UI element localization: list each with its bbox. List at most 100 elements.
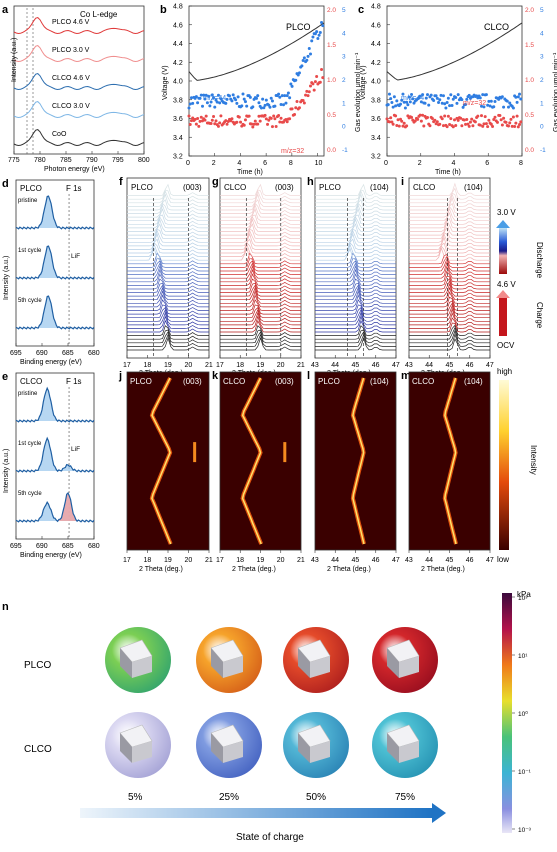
right-tick-label: 1: [540, 100, 544, 107]
o2-point: [476, 114, 480, 118]
co2-point: [467, 93, 471, 97]
xrd-pattern: [127, 223, 209, 236]
panel-letter: f: [119, 176, 123, 188]
x-tick-label: 785: [60, 157, 72, 164]
xrd-pattern: [315, 325, 396, 336]
xrd-pattern: [127, 216, 209, 229]
xrd-pattern: [220, 273, 301, 286]
co2-point: [199, 93, 203, 97]
xrd-pattern: [315, 202, 396, 214]
cutaway-face: [298, 733, 310, 763]
o2-point: [274, 125, 278, 129]
o2-point: [237, 115, 241, 119]
xrd-pattern: [315, 333, 396, 347]
xrd-pattern: [127, 202, 209, 214]
xrd-pattern: [220, 290, 301, 304]
co2-label: m/z=44: [401, 95, 424, 102]
co2-point: [449, 93, 453, 97]
o2-point: [430, 116, 434, 120]
o2-point: [212, 114, 216, 118]
o2-point: [507, 124, 510, 128]
xrd-pattern: [127, 257, 209, 268]
co2-point: [261, 97, 265, 101]
peak-label: (003): [183, 183, 202, 192]
co2-point: [315, 30, 319, 34]
soc-labels: 5% 25% 50% 75%: [128, 792, 415, 803]
xrd-pattern: [315, 199, 396, 211]
heatmap-secondary-peak: [283, 442, 287, 463]
co2-point: [296, 73, 300, 77]
co2-point: [418, 94, 422, 98]
panel-letter: j: [118, 370, 122, 382]
xrd-pattern: [409, 276, 490, 286]
o2-point: [290, 107, 294, 111]
y-tick-label: 4.0: [173, 79, 183, 86]
xrd-pattern: [127, 238, 209, 250]
x-axis-label: Binding energy (eV): [20, 552, 82, 559]
xrd-pattern: [220, 193, 301, 207]
co2-point: [255, 96, 258, 100]
co2-point: [507, 105, 510, 109]
xrd-pattern: [315, 290, 396, 304]
o2-point: [294, 106, 298, 110]
peak-label: (104): [370, 183, 389, 192]
x-tick-label: 44: [425, 362, 433, 369]
o2-point: [210, 118, 214, 122]
right-tick-label: 0.0: [327, 147, 336, 154]
xps-trace: [15, 195, 95, 230]
xrd-pattern: [315, 228, 396, 240]
co2-point: [441, 94, 445, 98]
colorbar-tick-label: 10⁻¹: [518, 769, 532, 776]
co2-point: [309, 52, 312, 56]
right-tick-label: 2.0: [525, 7, 534, 14]
xrd-pattern: [315, 299, 396, 311]
xrd-pattern: [315, 232, 396, 247]
o2-point: [491, 124, 495, 128]
xrd-pattern: [127, 247, 209, 261]
x-tick-label: 45: [352, 362, 360, 369]
x-tick-label: 45: [446, 557, 454, 564]
xrd-pattern: [220, 286, 301, 301]
o2-point: [418, 113, 422, 117]
o2-point: [460, 124, 464, 128]
xrd-pattern: [220, 294, 301, 308]
x-tick-label: 800: [138, 157, 150, 164]
co2-point: [492, 105, 496, 109]
xrd-pattern: [315, 189, 396, 200]
xrd-pattern: [220, 228, 301, 240]
co2-point: [401, 92, 405, 96]
x-tick-label: 695: [10, 350, 22, 357]
x-tick-label: 19: [164, 362, 172, 369]
xrd-pattern: [127, 306, 209, 319]
x-tick-label: 0: [384, 160, 388, 167]
cycle-label: 1st cycle: [18, 248, 42, 254]
right-tick-label: 4: [342, 30, 346, 37]
xrd-pattern: [220, 299, 301, 311]
cycle-label: 5th cycle: [18, 298, 42, 304]
co2-point: [218, 101, 222, 105]
xrd-pattern: [220, 199, 301, 211]
y-axis-label: Intensity (a.u.): [11, 38, 18, 82]
o2-point: [478, 123, 482, 127]
sphere-grid: [105, 627, 438, 778]
o2-point: [263, 113, 267, 117]
co2-point: [514, 95, 518, 99]
xrd-pattern: [220, 278, 301, 290]
o2-point: [242, 123, 246, 127]
o2-point: [500, 123, 504, 127]
x-tick-label: 20: [277, 362, 285, 369]
co2-point: [283, 94, 287, 98]
o2-point: [405, 124, 409, 128]
xrd-pattern: [409, 192, 490, 204]
peak-label: (003): [275, 183, 294, 192]
panel-letter: c: [358, 4, 364, 16]
x-tick-label: 44: [331, 362, 339, 369]
x-tick-label: 18: [144, 557, 152, 564]
o2-point: [514, 121, 518, 125]
right-tick-label: 5: [540, 7, 544, 14]
co2-point: [277, 92, 281, 96]
xrd-pattern: [127, 204, 209, 218]
xrd-pattern: [127, 299, 209, 311]
xrd-pattern: [127, 315, 209, 329]
